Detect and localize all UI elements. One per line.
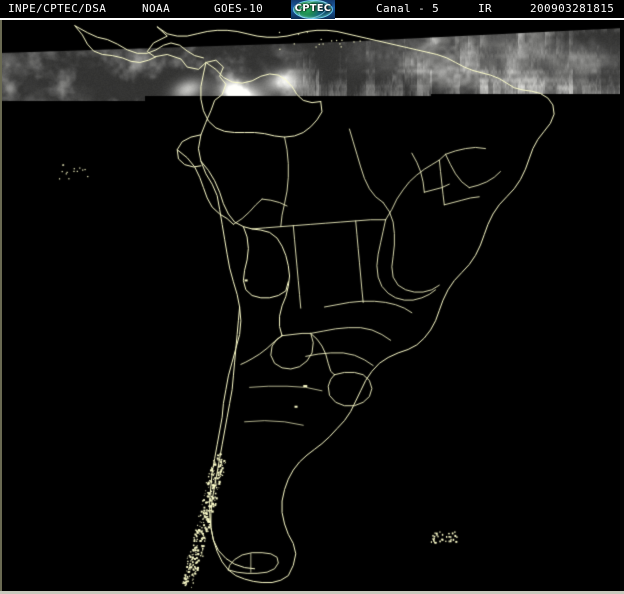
- band-label: IR: [478, 2, 493, 15]
- satellite-label: GOES-10: [214, 2, 264, 15]
- frame-edge-left: [0, 20, 2, 594]
- institution-label: INPE/CPTEC/DSA: [8, 2, 107, 15]
- satellite-image-canvas: [0, 20, 624, 594]
- frame-edge-right: [620, 20, 624, 594]
- agency-label: NOAA: [142, 2, 171, 15]
- image-header-bar: INPE/CPTEC/DSA NOAA GOES-10 CPTEC Canal …: [0, 0, 624, 20]
- timestamp-label: 200903281815: [530, 2, 615, 15]
- cptec-logo-label: CPTEC: [294, 3, 332, 14]
- orbit-ring-icon: [293, 0, 333, 19]
- cptec-logo: CPTEC: [291, 0, 335, 19]
- satellite-image: [0, 20, 624, 594]
- channel-label: Canal - 5: [376, 2, 440, 15]
- frame-edge-bottom: [0, 591, 624, 594]
